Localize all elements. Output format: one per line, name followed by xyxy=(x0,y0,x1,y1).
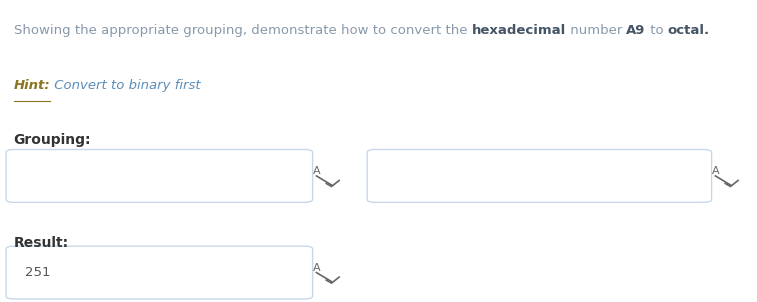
Text: Hint:: Hint: xyxy=(14,79,50,92)
FancyBboxPatch shape xyxy=(6,246,313,299)
FancyBboxPatch shape xyxy=(6,149,313,202)
Text: 251: 251 xyxy=(25,266,51,279)
Text: Result:: Result: xyxy=(14,236,69,249)
Text: octal.: octal. xyxy=(668,24,709,37)
Text: A: A xyxy=(712,166,719,176)
Text: A: A xyxy=(313,166,320,176)
Text: Grouping:: Grouping: xyxy=(14,133,91,147)
Text: to: to xyxy=(646,24,668,37)
Text: A9: A9 xyxy=(626,24,646,37)
FancyBboxPatch shape xyxy=(367,149,712,202)
Text: number: number xyxy=(565,24,626,37)
Text: A: A xyxy=(313,262,320,272)
Text: hexadecimal: hexadecimal xyxy=(472,24,565,37)
Text: Showing the appropriate grouping, demonstrate how to convert the: Showing the appropriate grouping, demons… xyxy=(14,24,472,37)
Text: Convert to binary first: Convert to binary first xyxy=(50,79,201,92)
